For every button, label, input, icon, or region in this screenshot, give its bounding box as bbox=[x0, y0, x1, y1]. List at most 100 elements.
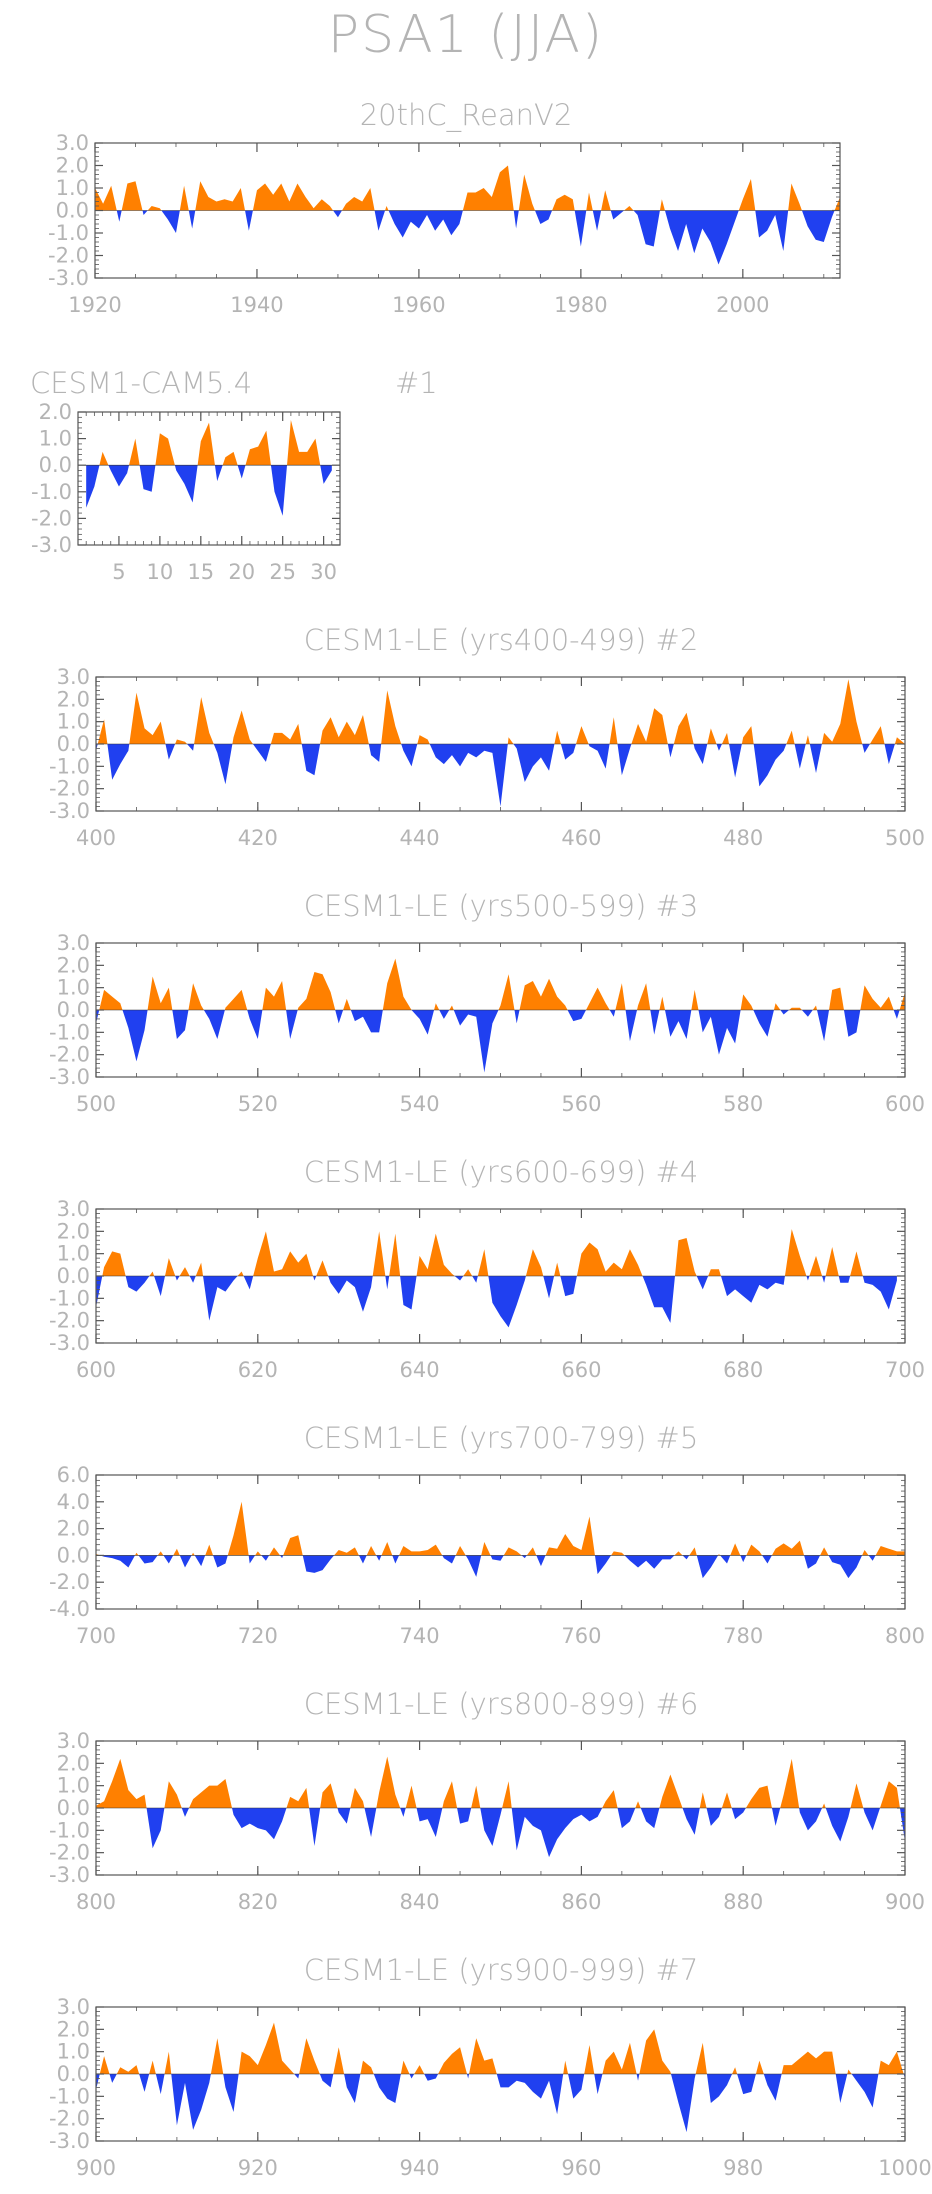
negative-area bbox=[320, 465, 332, 484]
y-tick-label: 0.0 bbox=[57, 1543, 90, 1567]
negative-area bbox=[401, 744, 418, 767]
negative-area bbox=[400, 1808, 406, 1817]
y-tick-label: 0.0 bbox=[57, 998, 90, 1022]
negative-area bbox=[108, 465, 130, 487]
negative-area bbox=[165, 744, 176, 760]
x-tick-label: 800 bbox=[885, 1624, 925, 1648]
negative-area bbox=[536, 1555, 546, 1567]
y-tick-label: 1.0 bbox=[57, 976, 90, 1000]
x-tick-label: 25 bbox=[269, 560, 296, 584]
positive-area bbox=[438, 2047, 467, 2074]
negative-area bbox=[163, 1555, 174, 1564]
x-tick-label: 500 bbox=[885, 826, 925, 850]
negative-area bbox=[809, 744, 822, 774]
negative-area bbox=[838, 1276, 851, 1283]
negative-area bbox=[693, 744, 708, 765]
x-tick-label: 420 bbox=[238, 826, 278, 850]
positive-area bbox=[829, 987, 844, 1010]
negative-area bbox=[96, 1276, 103, 1308]
negative-area bbox=[139, 465, 156, 492]
negative-area bbox=[374, 210, 386, 231]
negative-area bbox=[609, 1010, 616, 1017]
negative-area bbox=[763, 2074, 782, 2101]
negative-area bbox=[664, 210, 739, 265]
y-tick-label: 2.0 bbox=[57, 953, 90, 977]
negative-area bbox=[511, 1808, 603, 1858]
negative-area bbox=[139, 2074, 150, 2092]
negative-area bbox=[294, 2074, 300, 2079]
x-tick-label: 780 bbox=[723, 1624, 763, 1648]
negative-area bbox=[442, 1555, 456, 1564]
negative-area bbox=[828, 1555, 863, 1579]
negative-area bbox=[696, 1555, 719, 1579]
negative-area bbox=[496, 2074, 564, 2115]
y-tick-label: 3.0 bbox=[57, 1729, 90, 1753]
y-tick-label: 0.0 bbox=[56, 199, 89, 223]
positive-area bbox=[525, 1249, 544, 1276]
positive-area bbox=[175, 739, 188, 744]
positive-area bbox=[695, 2042, 707, 2074]
x-tick-label: 920 bbox=[238, 2156, 278, 2180]
x-tick-label: 1920 bbox=[68, 293, 121, 317]
positive-area bbox=[297, 972, 336, 1010]
negative-area bbox=[843, 211, 850, 229]
positive-area bbox=[602, 1790, 618, 1808]
positive-area bbox=[283, 1535, 303, 1556]
negative-area bbox=[588, 744, 610, 769]
negative-area bbox=[116, 210, 122, 222]
y-tick-label: 6.0 bbox=[57, 1463, 90, 1487]
x-tick-label: 460 bbox=[561, 826, 601, 850]
positive-area bbox=[699, 1792, 707, 1808]
positive-area bbox=[232, 710, 253, 744]
negative-area bbox=[248, 1555, 256, 1564]
positive-area bbox=[481, 1542, 491, 1556]
negative-area bbox=[594, 2074, 603, 2095]
negative-area bbox=[682, 1555, 690, 1560]
positive-area bbox=[825, 1246, 839, 1276]
positive-area bbox=[189, 1778, 233, 1808]
y-tick-label: 0.0 bbox=[57, 1796, 90, 1820]
positive-area bbox=[227, 1501, 249, 1556]
x-tick-label: 940 bbox=[400, 2156, 440, 2180]
negative-area bbox=[309, 1808, 321, 1846]
y-tick-label: 2.0 bbox=[57, 2017, 90, 2041]
negative-area bbox=[243, 1276, 254, 1290]
positive-area bbox=[812, 1005, 818, 1010]
negative-area bbox=[172, 1010, 189, 1040]
positive-area bbox=[381, 1542, 393, 1556]
negative-area bbox=[465, 1555, 482, 1577]
positive-area bbox=[526, 1547, 537, 1556]
positive-area bbox=[786, 730, 795, 744]
positive-area bbox=[99, 2056, 110, 2074]
positive-area bbox=[320, 1783, 338, 1808]
positive-area bbox=[875, 1546, 905, 1556]
negative-area bbox=[247, 1010, 263, 1040]
positive-area bbox=[405, 1785, 417, 1808]
positive-area bbox=[609, 717, 618, 744]
negative-area bbox=[624, 1555, 675, 1569]
y-tick-label: -1.0 bbox=[49, 1286, 90, 1310]
positive-area bbox=[502, 1781, 512, 1808]
negative-area bbox=[640, 1808, 660, 1829]
negative-area bbox=[313, 1276, 317, 1281]
x-tick-label: 500 bbox=[76, 1092, 116, 1116]
x-tick-label: 840 bbox=[400, 1890, 440, 1914]
x-tick-label: 1980 bbox=[554, 293, 607, 317]
negative-area bbox=[245, 210, 253, 231]
x-tick-label: 880 bbox=[723, 1890, 763, 1914]
negative-area bbox=[521, 1555, 527, 1559]
positive-area bbox=[745, 1785, 772, 1808]
figure-title: PSA1 (JJA) bbox=[328, 5, 604, 65]
negative-area bbox=[96, 2074, 100, 2090]
negative-area bbox=[560, 1276, 577, 1297]
positive-area bbox=[195, 1262, 204, 1276]
positive-area bbox=[477, 1249, 489, 1276]
positive-area bbox=[334, 1547, 359, 1556]
panel-title-suffix: #1 bbox=[395, 366, 438, 400]
negative-area bbox=[642, 1276, 675, 1323]
positive-area bbox=[416, 1233, 455, 1276]
positive-area bbox=[586, 987, 610, 1010]
positive-area bbox=[789, 1007, 802, 1010]
positive-area bbox=[237, 1271, 244, 1276]
